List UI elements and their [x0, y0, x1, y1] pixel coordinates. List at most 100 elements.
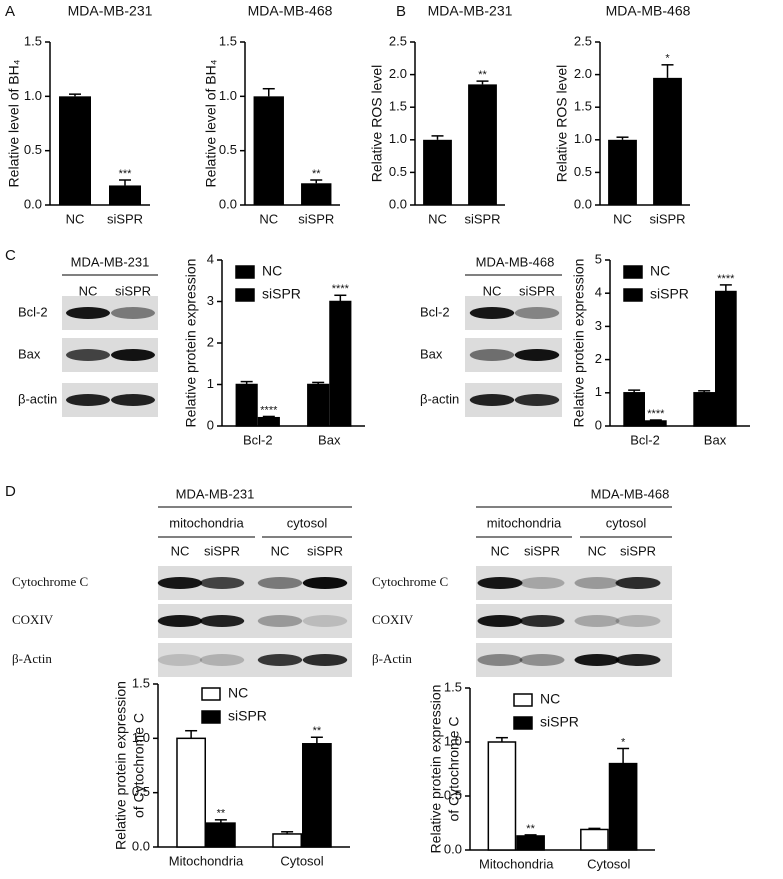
blot-band	[111, 307, 155, 319]
chart-title: MDA-MB-231	[428, 3, 513, 19]
y-axis-label: of Cytochrome C	[446, 716, 462, 821]
y-tick-label: 4	[207, 251, 214, 266]
blot-row-label: COXIV	[372, 612, 414, 627]
y-axis-label: Relative protein expression	[113, 681, 129, 850]
blot-lane: siSPR	[620, 543, 656, 558]
blot-lane: NC	[483, 283, 502, 298]
blot-row-label: Bcl-2	[18, 304, 48, 319]
blot-band	[615, 615, 661, 627]
blot-lane: siSPR	[307, 543, 343, 558]
panel-label: C	[5, 247, 16, 264]
bar	[109, 185, 141, 205]
significance-marker: **	[313, 725, 322, 737]
y-tick-label: 1.0	[389, 131, 407, 146]
y-tick-label: 2.0	[574, 66, 592, 81]
x-tick-label: Bax	[318, 432, 341, 447]
blot-lane: siSPR	[524, 543, 560, 558]
blot-band	[66, 349, 110, 361]
legend-swatch	[513, 693, 533, 707]
bar	[645, 420, 667, 427]
y-tick-label: 0.5	[219, 142, 237, 157]
bar	[580, 828, 609, 851]
bar	[487, 741, 517, 851]
legend-label: siSPR	[540, 714, 579, 730]
blot-group: cytosol	[606, 515, 647, 530]
x-tick-label: NC	[66, 211, 85, 226]
blot-band	[514, 394, 560, 406]
significance-marker: **	[478, 69, 487, 81]
blot-row-label: COXIV	[12, 612, 54, 627]
y-tick-label: 0.0	[389, 196, 407, 211]
bar	[301, 183, 332, 205]
blot-row-label: Bcl-2	[420, 304, 450, 319]
y-tick-label: 2.0	[389, 66, 407, 81]
y-tick-label: 0.0	[24, 196, 42, 211]
chart-title: MDA-MB-468	[606, 3, 691, 19]
bar	[302, 743, 332, 848]
x-tick-label: Mitochondria	[479, 856, 554, 871]
significance-marker: ****	[717, 273, 735, 285]
blot-row-label: Bax	[18, 346, 41, 361]
panel-label: D	[5, 483, 16, 500]
significance-marker: ***	[119, 168, 133, 180]
blot-band	[66, 394, 110, 406]
y-tick-label: 1.0	[444, 733, 462, 748]
blot-row-label: Bax	[420, 346, 443, 361]
blot-band	[615, 577, 661, 589]
blot-lane: siSPR	[204, 543, 240, 558]
y-tick-label: 3	[207, 293, 214, 308]
blot-band	[199, 654, 245, 666]
blot-lane: NC	[491, 543, 510, 558]
blot-title: MDA-MB-231	[176, 486, 255, 501]
blot-title: MDA-MB-231	[71, 254, 150, 269]
chart-title: MDA-MB-468	[248, 3, 333, 19]
x-tick-label: Cytosol	[587, 856, 630, 871]
significance-marker: **	[217, 808, 226, 820]
bar	[253, 96, 284, 205]
x-tick-label: siSPR	[298, 211, 334, 226]
y-tick-label: 0.0	[132, 838, 150, 853]
bar	[608, 139, 637, 205]
blot-band	[257, 654, 303, 666]
y-tick-label: 0.5	[574, 164, 592, 179]
blot-band	[469, 349, 515, 361]
blot-lane: NC	[271, 543, 290, 558]
x-tick-label: Bcl-2	[630, 432, 660, 447]
blot-title: MDA-MB-468	[476, 254, 555, 269]
bar	[653, 77, 682, 205]
bar	[623, 392, 645, 427]
bar	[176, 737, 207, 848]
y-axis-label: Relative ROS level	[554, 65, 570, 183]
y-tick-label: 0.0	[219, 196, 237, 211]
blot-band	[615, 654, 661, 666]
blot-row-label: β-Actin	[372, 651, 412, 666]
legend-swatch	[235, 288, 255, 302]
blot-group: mitochondria	[169, 515, 244, 530]
y-tick-label: 0.5	[389, 164, 407, 179]
y-tick-label: 3	[595, 318, 602, 333]
blot-band	[199, 577, 245, 589]
bar	[307, 383, 330, 427]
blot-band	[66, 307, 110, 319]
blot-band	[157, 654, 203, 666]
y-tick-label: 1.5	[24, 33, 42, 48]
blot-row-label: β-actin	[18, 391, 57, 406]
blot-band	[574, 654, 620, 666]
significance-marker: ****	[647, 408, 665, 420]
blot-lane: siSPR	[519, 283, 555, 298]
legend-swatch	[235, 265, 255, 279]
blot-band	[574, 615, 620, 627]
y-tick-label: 0.0	[444, 841, 462, 856]
y-tick-label: 0.5	[24, 142, 42, 157]
y-tick-label: 1.5	[219, 33, 237, 48]
y-tick-label: 2.5	[389, 33, 407, 48]
bar	[329, 300, 352, 427]
significance-marker: *	[665, 53, 670, 65]
y-tick-label: 2.5	[574, 33, 592, 48]
blot-band	[157, 577, 203, 589]
blot-band	[199, 615, 245, 627]
y-tick-label: 0	[595, 417, 602, 432]
blot-lane: NC	[79, 283, 98, 298]
blot-band	[477, 577, 523, 589]
